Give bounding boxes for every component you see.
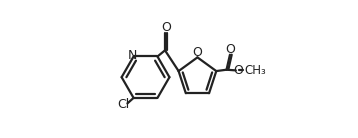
Text: Cl: Cl xyxy=(118,98,130,111)
Text: O: O xyxy=(226,43,236,56)
Text: CH₃: CH₃ xyxy=(244,64,266,77)
Text: O: O xyxy=(161,21,171,34)
Text: O: O xyxy=(193,46,202,59)
Text: O: O xyxy=(233,64,243,77)
Text: N: N xyxy=(128,49,137,62)
